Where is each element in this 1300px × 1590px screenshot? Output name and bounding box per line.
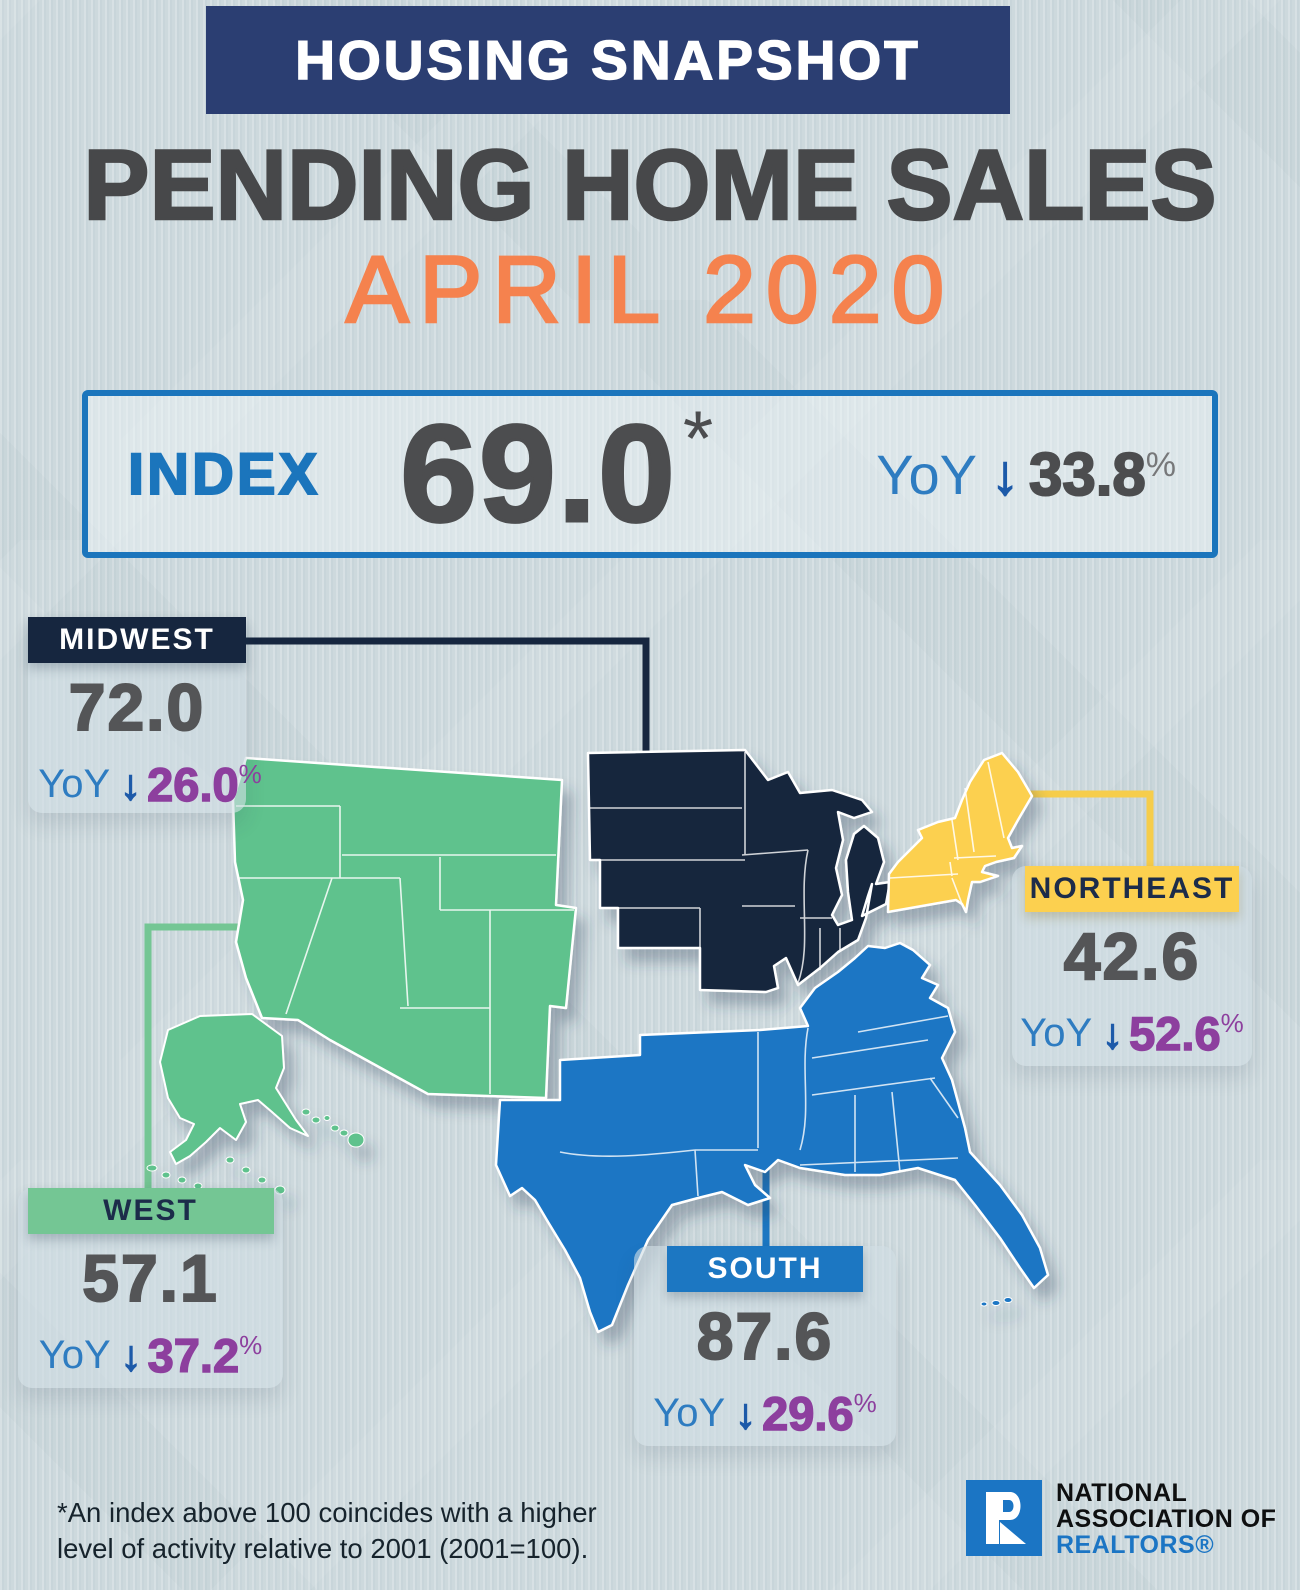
banner-label: HOUSING SNAPSHOT [294,28,921,92]
region-value-west: 57.1 [81,1241,219,1315]
region-value-northeast: 42.6 [1063,919,1201,993]
yoy-percent-sign: % [238,759,262,789]
nar-logo-line3: REALTORS® [1056,1531,1215,1559]
yoy-value: 29.6 [761,1386,854,1441]
yoy-value: 26.0 [146,757,239,812]
yoy-percent-sign: % [1145,445,1176,484]
region-card-midwest: MIDWEST 72.0 YoY ↓ 26.0 % [28,617,262,813]
map-region-west [146,756,578,1195]
map-region-midwest [586,748,892,994]
yoy-label: YoY [38,1333,111,1377]
region-value-midwest: 72.0 [68,670,206,744]
index-label: INDEX [127,441,321,508]
region-yoy-northeast: YoY ↓ 52.6 % [1012,1006,1252,1061]
region-card-northeast: NORTHEAST 42.6 YoY ↓ 52.6 % [1012,866,1252,1066]
yoy-value: 37.2 [147,1328,240,1383]
yoy-down-arrow-icon: ↓ [120,1331,143,1380]
nar-logo-line1: NATIONAL [1056,1479,1188,1507]
region-label-northeast: NORTHEAST [1025,866,1239,912]
region-label-midwest: MIDWEST [28,617,246,663]
yoy-percent-sign: % [853,1388,877,1418]
index-value-group: 69.0 * [399,394,713,551]
region-card-west: WEST 57.1 YoY ↓ 37.2 % [18,1188,283,1388]
banner-housing-snapshot: HOUSING SNAPSHOT [206,6,1010,114]
region-yoy-south: YoY ↓ 29.6 % [634,1386,896,1441]
region-value-south: 87.6 [696,1299,834,1373]
map-connectors [144,637,1154,1252]
national-index-box: INDEX 69.0 * YoY ↓ 33.8 % [82,390,1218,558]
page-subtitle-month: APRIL 2020 [344,236,955,345]
region-yoy-west: YoY ↓ 37.2 % [18,1328,283,1383]
yoy-down-arrow-icon: ↓ [1101,1009,1124,1058]
region-card-south: SOUTH 87.6 YoY ↓ 29.6 % [634,1246,896,1446]
region-label-west: WEST [27,1188,274,1234]
index-value: 69.0 [399,397,677,551]
nar-logo: NATIONAL ASSOCIATION OF REALTORS® [966,1480,1276,1558]
yoy-percent-sign: % [239,1330,263,1360]
map-region-south [494,941,1050,1334]
yoy-label: YoY [1020,1011,1093,1055]
connector-northeast [1026,790,1154,872]
yoy-value: 33.8 [1028,440,1147,509]
map-hawaii [301,1108,365,1148]
region-label-south: SOUTH [667,1246,863,1292]
yoy-label: YoY [876,442,977,506]
connector-midwest [242,637,650,779]
yoy-down-arrow-icon: ↓ [990,442,1020,507]
nar-logo-line2: ASSOCIATION OF [1056,1505,1277,1533]
nar-logo-text: NATIONAL ASSOCIATION OF REALTORS® [1056,1480,1276,1558]
page-title: PENDING HOME SALES [82,128,1218,242]
yoy-down-arrow-icon: ↓ [119,760,142,809]
connector-west [144,923,272,1194]
yoy-label: YoY [653,1391,726,1435]
index-yoy-group: YoY ↓ 33.8 % [876,440,1176,509]
index-footnote: *An index above 100 coincides with a hig… [57,1497,597,1564]
map-region-northeast [886,751,1034,914]
index-footnote-marker: * [682,394,714,482]
region-yoy-midwest: YoY ↓ 26.0 % [38,757,262,812]
yoy-value: 52.6 [1128,1006,1221,1061]
yoy-percent-sign: % [1220,1008,1244,1038]
yoy-label: YoY [38,762,111,806]
nar-r-logo-icon [966,1480,1042,1556]
yoy-down-arrow-icon: ↓ [734,1389,757,1438]
